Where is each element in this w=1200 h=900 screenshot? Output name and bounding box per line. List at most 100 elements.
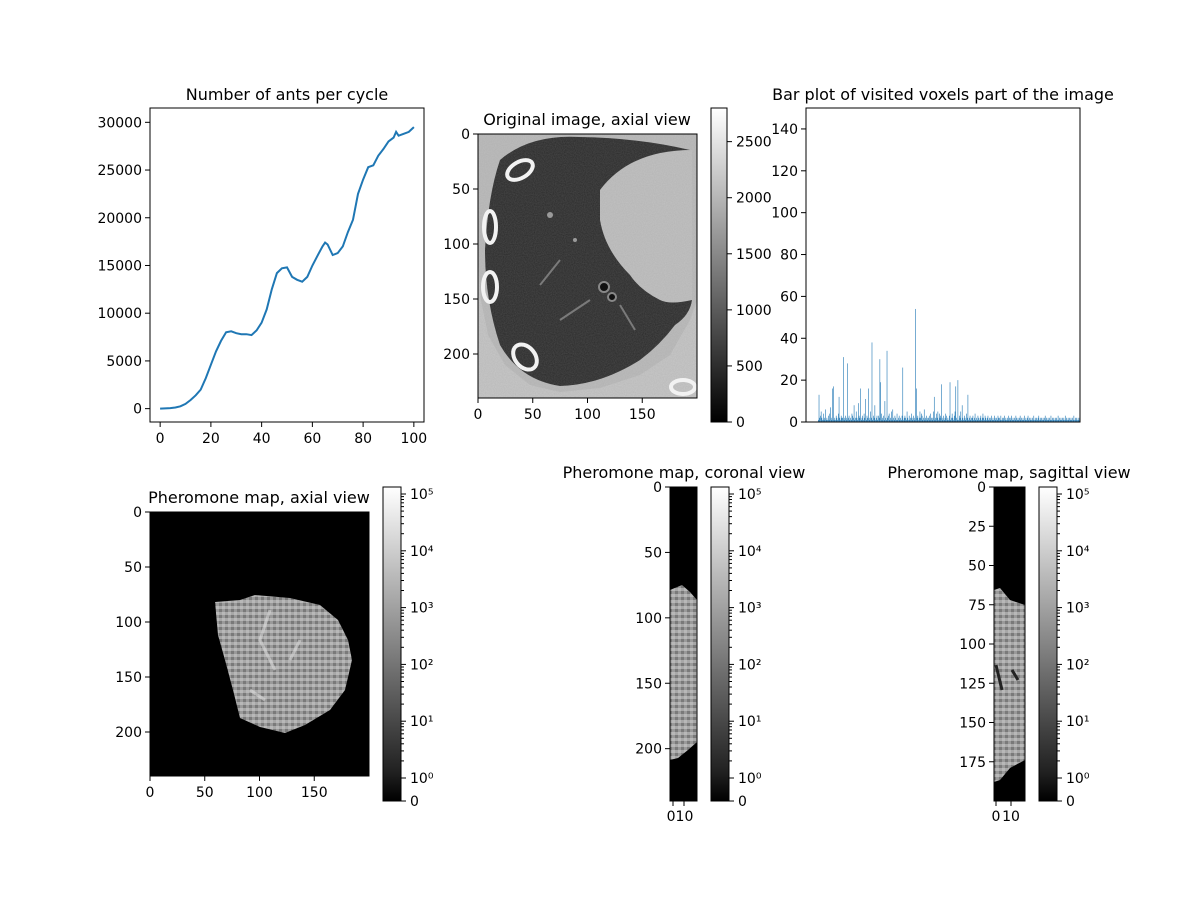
bar-y-tick-label: 120 [771, 164, 798, 180]
bar [987, 415, 989, 422]
sagittal-x-axis: 0 10 [992, 801, 1020, 825]
bar [874, 405, 876, 422]
pheromone-coronal-panel: Pheromone map, coronal view 0 50 100 150 200… [563, 463, 806, 825]
bar [1076, 417, 1078, 422]
sagittal-y-tick-label: 175 [959, 755, 986, 771]
bar [925, 417, 926, 422]
ants-y-tick-label: 0 [133, 402, 142, 418]
bar [961, 405, 963, 422]
bar [936, 417, 938, 422]
bar [974, 413, 976, 422]
bar [1072, 417, 1073, 422]
pheromone-axial-frame [149, 511, 370, 777]
bar [996, 419, 998, 422]
bar [1069, 417, 1070, 422]
bar [1055, 419, 1057, 422]
bar [873, 417, 875, 422]
bar [965, 419, 967, 422]
bar [1018, 419, 1020, 422]
pheromone-sagittal-region [994, 588, 1025, 782]
bar [929, 419, 931, 422]
bar [829, 413, 831, 422]
sagittal-colorbar-tick-label: 10³ [1066, 601, 1089, 617]
bar [913, 417, 915, 422]
bar [989, 417, 990, 422]
bar [950, 419, 952, 422]
bar [849, 419, 851, 422]
bar [920, 417, 921, 422]
bar [922, 419, 924, 422]
bar [1035, 419, 1037, 422]
bar [1071, 419, 1073, 422]
bar [1067, 417, 1069, 422]
bar [970, 419, 972, 422]
ants-chart-title: Number of ants per cycle [186, 85, 389, 104]
bar [1023, 419, 1025, 422]
bar [855, 411, 857, 422]
bar [864, 417, 866, 422]
bar [1029, 419, 1031, 422]
bar [946, 419, 948, 422]
bar [978, 417, 979, 422]
bar [1047, 419, 1048, 422]
sagittal-y-tick-label: 150 [959, 716, 986, 732]
bar [827, 419, 828, 422]
coronal-colorbar-tick-label: 10³ [738, 601, 761, 617]
bar [921, 415, 923, 422]
bar [971, 417, 972, 422]
bar [1030, 417, 1032, 422]
bar [841, 417, 843, 422]
sagittal-y-tick-label: 75 [968, 598, 986, 614]
axial-x-tick-label: 50 [196, 785, 214, 801]
bar [832, 388, 833, 422]
bar [988, 419, 989, 422]
bar [880, 382, 881, 422]
bar [851, 413, 853, 422]
ants-series-line [160, 126, 415, 410]
bar [928, 417, 929, 422]
bar [980, 415, 982, 422]
bar [1047, 417, 1049, 422]
bar [1007, 419, 1009, 422]
bar [1032, 419, 1034, 422]
bar-plot-frame [805, 107, 1081, 423]
bar [952, 417, 954, 422]
ants-x-tick-label: 100 [400, 431, 427, 447]
bar-y-tick-label: 140 [771, 122, 798, 138]
bar [1034, 419, 1035, 422]
bar [852, 415, 853, 422]
coronal-colorbar-tick-label: 10⁰ [738, 771, 762, 787]
bar [911, 417, 913, 422]
bar [898, 415, 900, 422]
bar [1000, 415, 1002, 422]
bar [966, 417, 968, 422]
bar [828, 419, 830, 422]
bar [931, 419, 933, 422]
bar [1038, 415, 1040, 422]
bar [1009, 417, 1010, 422]
coronal-colorbar-tick-label: 0 [738, 794, 747, 810]
bar [886, 350, 888, 422]
bar [947, 417, 949, 422]
ants-y-tick-label: 10000 [97, 306, 142, 322]
bar [1057, 419, 1058, 422]
bar [1045, 419, 1047, 422]
bar [972, 415, 974, 422]
bar [843, 357, 844, 422]
bar [818, 419, 819, 422]
bar [943, 415, 944, 422]
bar [871, 342, 873, 422]
bar [821, 417, 823, 422]
bar [918, 417, 920, 422]
original-colorbar-tick-label: 0 [736, 415, 745, 431]
ants-x-tick-label: 0 [156, 431, 165, 447]
bar [896, 419, 897, 422]
bar [823, 419, 825, 422]
bar [918, 419, 919, 422]
bar [914, 419, 916, 422]
bar [948, 419, 949, 422]
bar [1042, 419, 1043, 422]
bar [1019, 417, 1020, 422]
bar [1004, 419, 1006, 422]
